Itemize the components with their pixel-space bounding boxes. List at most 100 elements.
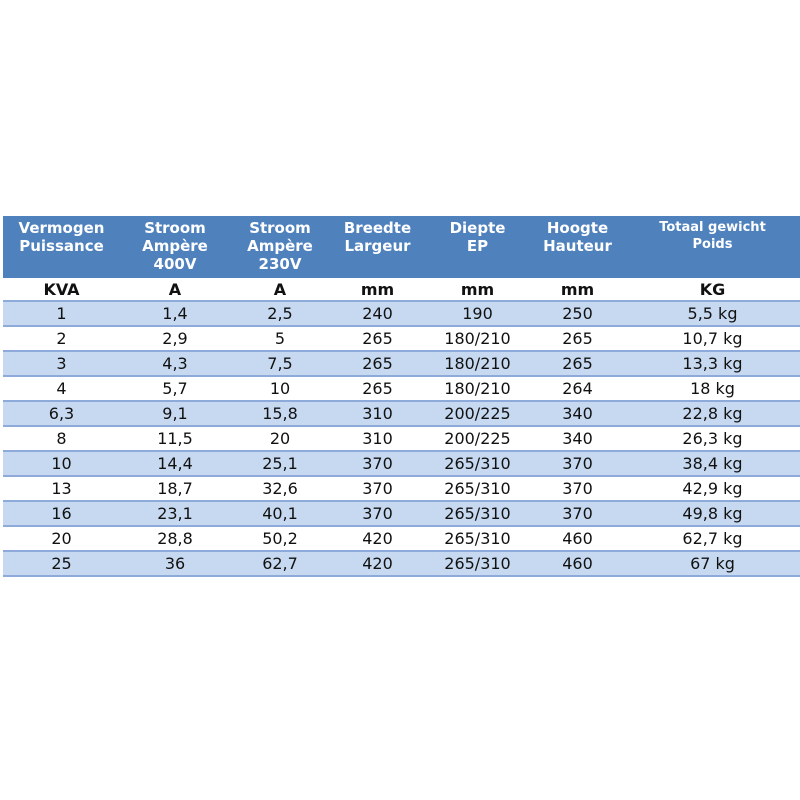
table-cell: 370 (530, 451, 625, 477)
header-line: EP (466, 237, 489, 255)
table-row: 2 2,9 5 265 180/210 265 10,7 kg (3, 326, 800, 352)
table-cell: 5,5 kg (625, 301, 800, 327)
specs-table: Vermogen Puissance Stroom Ampère 400V Stroom A… (3, 216, 800, 577)
table-cell: 11,5 (120, 426, 230, 452)
table-row: 25 36 62,7 420 265/310 460 67 kg (3, 551, 800, 577)
table-cell: 22,8 kg (625, 401, 800, 427)
column-header: Hoogte Hauteur (530, 216, 625, 278)
table-cell: 180/210 (425, 376, 530, 402)
table-cell: 9,1 (120, 401, 230, 427)
unit-cell: A (120, 278, 230, 302)
table-row: 4 5,7 10 265 180/210 264 18 kg (3, 376, 800, 402)
table-cell: 4 (3, 376, 120, 402)
table-row: 10 14,4 25,1 370 265/310 370 38,4 kg (3, 451, 800, 477)
header-line: Breedte (343, 219, 412, 237)
table-cell: 23,1 (120, 501, 230, 527)
table-cell: 370 (330, 501, 425, 527)
header-line: Diepte (449, 219, 506, 237)
unit-cell: mm (425, 278, 530, 302)
table-cell: 265/310 (425, 526, 530, 552)
table-row: 3 4,3 7,5 265 180/210 265 13,3 kg (3, 351, 800, 377)
table-cell: 20 (230, 426, 330, 452)
header-line: Largeur (344, 237, 411, 255)
table-cell: 42,9 kg (625, 476, 800, 502)
header-line: Puissance (19, 237, 104, 255)
header-line: Poids (692, 237, 733, 252)
column-header: Vermogen Puissance (3, 216, 120, 278)
table-cell: 340 (530, 401, 625, 427)
table-cell: 62,7 (230, 551, 330, 577)
header-line: Vermogen (18, 219, 105, 237)
table-cell: 180/210 (425, 326, 530, 352)
table-cell: 10,7 kg (625, 326, 800, 352)
header-line: 230V (258, 255, 302, 273)
table-cell: 460 (530, 526, 625, 552)
table-row: 1 1,4 2,5 240 190 250 5,5 kg (3, 301, 800, 327)
header-line: Ampère (247, 237, 313, 255)
table-cell: 370 (530, 476, 625, 502)
table-cell: 420 (330, 551, 425, 577)
unit-cell: A (230, 278, 330, 302)
table-cell: 2 (3, 326, 120, 352)
header-row: Vermogen Puissance Stroom Ampère 400V Stroom A… (3, 216, 800, 278)
header-line: 400V (153, 255, 197, 273)
table-cell: 460 (530, 551, 625, 577)
table-cell: 264 (530, 376, 625, 402)
column-header: Stroom Ampère 230V (230, 216, 330, 278)
table-cell: 370 (530, 501, 625, 527)
column-header: Stroom Ampère 400V (120, 216, 230, 278)
table-cell: 265/310 (425, 551, 530, 577)
table-cell: 10 (3, 451, 120, 477)
table-cell: 5 (230, 326, 330, 352)
unit-cell: KVA (3, 278, 120, 302)
table-row: 6,3 9,1 15,8 310 200/225 340 22,8 kg (3, 401, 800, 427)
table-cell: 200/225 (425, 426, 530, 452)
unit-cell: KG (625, 278, 800, 302)
table-row: 13 18,7 32,6 370 265/310 370 42,9 kg (3, 476, 800, 502)
table-cell: 32,6 (230, 476, 330, 502)
table-cell: 1,4 (120, 301, 230, 327)
table-cell: 265/310 (425, 501, 530, 527)
table-cell: 265 (530, 351, 625, 377)
table-cell: 25,1 (230, 451, 330, 477)
table-row: 20 28,8 50,2 420 265/310 460 62,7 kg (3, 526, 800, 552)
table-cell: 340 (530, 426, 625, 452)
table-cell: 265 (330, 376, 425, 402)
table-cell: 370 (330, 476, 425, 502)
header-line: Stroom (249, 219, 311, 237)
table-cell: 15,8 (230, 401, 330, 427)
table-cell: 8 (3, 426, 120, 452)
table-cell: 4,3 (120, 351, 230, 377)
table-cell: 265 (330, 351, 425, 377)
table-cell: 28,8 (120, 526, 230, 552)
table-cell: 310 (330, 426, 425, 452)
header-line: Ampère (142, 237, 208, 255)
table-cell: 16 (3, 501, 120, 527)
table-cell: 265/310 (425, 476, 530, 502)
table-cell: 3 (3, 351, 120, 377)
header-line: Stroom (144, 219, 206, 237)
table-cell: 420 (330, 526, 425, 552)
table-cell: 1 (3, 301, 120, 327)
table-cell: 13,3 kg (625, 351, 800, 377)
header-line: Totaal gewicht (659, 220, 766, 235)
table-cell: 49,8 kg (625, 501, 800, 527)
column-header: Diepte EP (425, 216, 530, 278)
table-cell: 5,7 (120, 376, 230, 402)
table-cell: 250 (530, 301, 625, 327)
table-cell: 310 (330, 401, 425, 427)
table-cell: 14,4 (120, 451, 230, 477)
table-cell: 240 (330, 301, 425, 327)
unit-cell: mm (330, 278, 425, 302)
table-cell: 6,3 (3, 401, 120, 427)
column-header: Breedte Largeur (330, 216, 425, 278)
table-cell: 36 (120, 551, 230, 577)
table-cell: 265 (330, 326, 425, 352)
unit-cell: mm (530, 278, 625, 302)
table-cell: 370 (330, 451, 425, 477)
column-header: Totaal gewicht Poids (625, 216, 800, 278)
table-cell: 265 (530, 326, 625, 352)
header-line: Hoogte (546, 219, 609, 237)
table-cell: 38,4 kg (625, 451, 800, 477)
header-line: Hauteur (543, 237, 612, 255)
